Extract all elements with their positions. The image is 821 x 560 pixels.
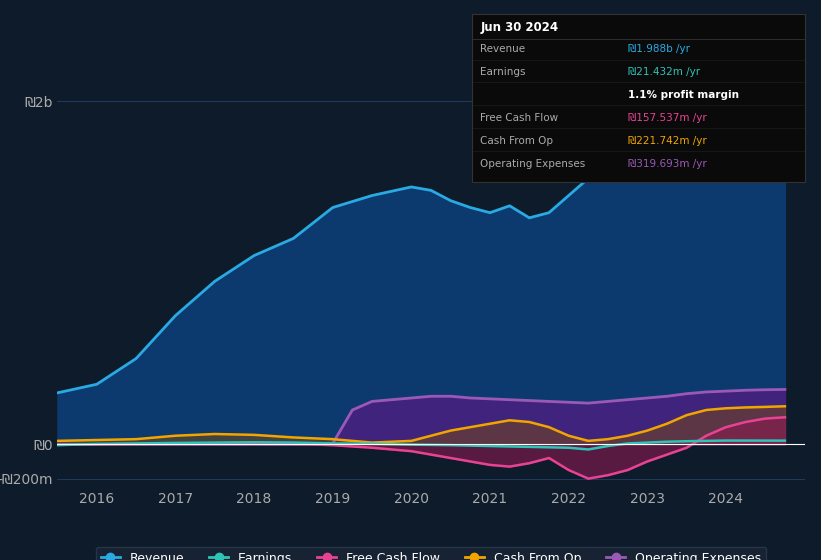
Text: 1.1% profit margin: 1.1% profit margin <box>628 90 739 100</box>
Text: ₪157.537m /yr: ₪157.537m /yr <box>628 113 707 123</box>
Text: ₪221.742m /yr: ₪221.742m /yr <box>628 136 707 146</box>
Text: ₪1.988b /yr: ₪1.988b /yr <box>628 44 690 54</box>
Text: Earnings: Earnings <box>480 67 525 77</box>
Text: Free Cash Flow: Free Cash Flow <box>480 113 558 123</box>
Text: Revenue: Revenue <box>480 44 525 54</box>
Legend: Revenue, Earnings, Free Cash Flow, Cash From Op, Operating Expenses: Revenue, Earnings, Free Cash Flow, Cash … <box>96 547 766 560</box>
Text: Jun 30 2024: Jun 30 2024 <box>480 21 558 35</box>
Text: Cash From Op: Cash From Op <box>480 136 553 146</box>
Text: ₪21.432m /yr: ₪21.432m /yr <box>628 67 700 77</box>
Text: ₪319.693m /yr: ₪319.693m /yr <box>628 158 707 169</box>
Text: Operating Expenses: Operating Expenses <box>480 158 585 169</box>
